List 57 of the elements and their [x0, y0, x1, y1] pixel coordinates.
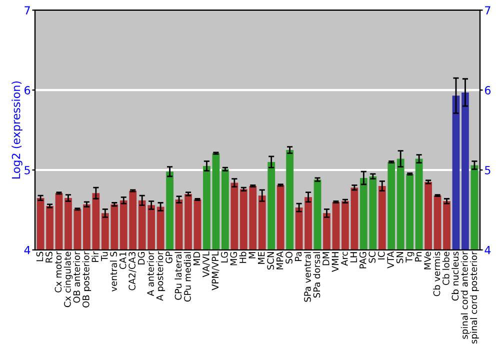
x-tick-label: MPA [276, 251, 284, 270]
x-tick-label: CPu lateral [174, 252, 182, 300]
x-tick-label: LG [220, 252, 228, 262]
x-tick-label: LS [36, 252, 44, 262]
x-tick-label: OB anterior [73, 251, 80, 303]
x-tick-label: MVe [424, 252, 431, 270]
x-tick-label: DG [138, 252, 145, 264]
x-tick-label: MD [193, 252, 200, 266]
x-tick-label: Tg [406, 252, 414, 263]
x-tick-label: Hb [239, 252, 246, 263]
x-tick-label: Pa [294, 252, 302, 261]
x-tick-label: PAG [359, 252, 366, 268]
x-tick-label: SCN [267, 252, 274, 270]
x-tick-label: A posterior [156, 251, 165, 301]
x-tick-label: Cx cingulate [64, 252, 73, 308]
x-tick-label: CA2/CA3 [128, 252, 136, 290]
x-tick-label: Tu [101, 252, 108, 262]
y-tick-label: 6 [24, 86, 30, 94]
x-tick-label: MG [230, 252, 238, 266]
x-tick-label: LH [350, 252, 357, 262]
y-axis-title: Log2 (expression) [12, 81, 22, 178]
x-tick-label: OB posterior [82, 251, 92, 308]
x-tick-label: spinal cord posterior [470, 251, 479, 344]
x-tick-label: VTA [387, 251, 394, 268]
x-tick-label: Pn [414, 252, 422, 262]
x-tick-label: Arc [341, 252, 348, 266]
x-tick-label: RS [46, 252, 52, 262]
x-tick-label: SN [396, 252, 404, 264]
x-tick-label: SPa ventral [304, 252, 311, 302]
x-tick-label: SC [368, 252, 376, 263]
x-tick-label: spinal cord anterior [460, 251, 470, 339]
x-tick-label: Cb lobe [442, 252, 450, 286]
x-tick-label: GP [166, 252, 172, 264]
x-tick-label: SO [286, 252, 292, 264]
y-tick-label: 7 [24, 6, 30, 14]
y-tick-label: 4 [24, 246, 30, 254]
y2-tick-label: 5 [485, 166, 490, 174]
x-tick-label: CPu medial [184, 252, 191, 302]
x-tick-label: DM [322, 252, 330, 266]
x-tick-label: Cb vermis [433, 252, 440, 296]
x-tick-label: A anterior [146, 251, 154, 296]
x-tick-label: VMH [332, 252, 338, 272]
x-tick-label: VA/VL [202, 251, 210, 278]
y2-tick-label: 6 [484, 86, 491, 94]
y2-tick-label: 7 [485, 6, 490, 14]
x-tick-label: Cx motor [54, 251, 62, 292]
x-tick-label: CA1 [119, 252, 126, 270]
x-tick-label: SPa dorsal [313, 252, 320, 298]
x-tick-label: Pir [92, 251, 98, 262]
y-tick-label: 5 [24, 166, 30, 174]
x-tick-label: Cb nucleus [452, 252, 459, 301]
x-tick-label: M [248, 252, 256, 258]
x-tick-label: VPM/VPL [212, 251, 220, 290]
x-tick-label: IC [378, 252, 385, 260]
y2-tick-label: 4 [484, 246, 491, 254]
x-tick-label: ventral S [110, 252, 118, 292]
x-tick-label: ME [258, 252, 265, 264]
